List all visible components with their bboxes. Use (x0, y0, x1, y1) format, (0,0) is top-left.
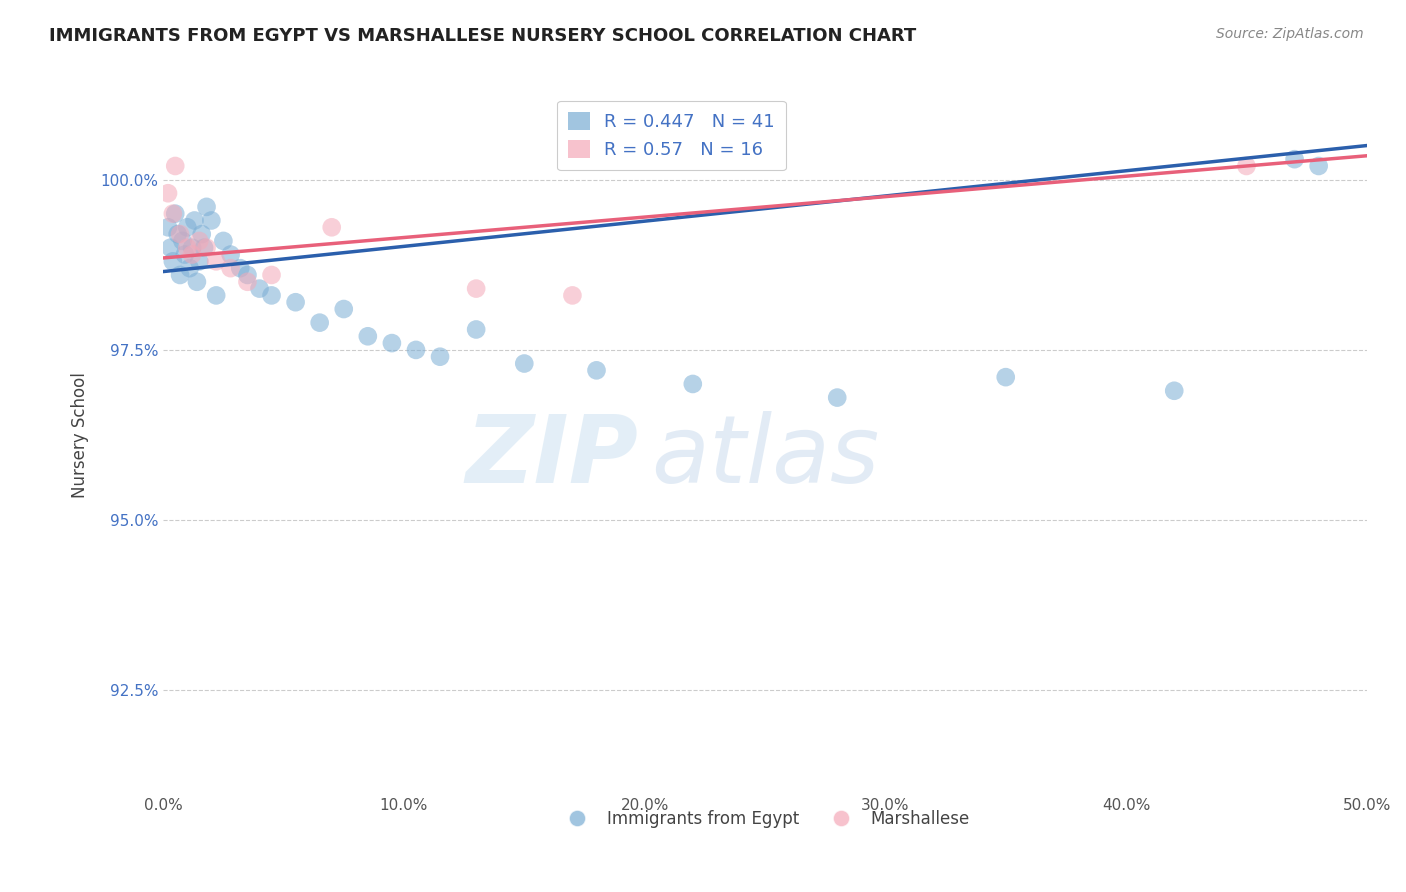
Point (405, 343, 427, 357)
Point (585, 363, 607, 377)
Point (166, 227, 188, 241)
Point (308, 316, 330, 330)
Point (183, 213, 205, 227)
Point (260, 268, 283, 282)
Point (190, 227, 212, 241)
Point (284, 295, 307, 310)
Point (176, 220, 198, 235)
Point (1308, 159, 1330, 173)
Point (193, 241, 215, 255)
Point (157, 186, 180, 201)
Point (1236, 159, 1258, 173)
Point (321, 220, 343, 235)
Text: ZIP: ZIP (465, 410, 638, 502)
Point (1163, 384, 1185, 398)
Point (465, 322, 488, 336)
Point (181, 247, 204, 261)
Point (561, 288, 583, 302)
Point (212, 234, 235, 248)
Point (205, 288, 228, 302)
Point (188, 254, 211, 268)
Text: Source: ZipAtlas.com: Source: ZipAtlas.com (1216, 27, 1364, 41)
Point (172, 234, 194, 248)
Point (173, 247, 195, 261)
Point (1284, 152, 1306, 166)
Point (219, 261, 242, 276)
Point (429, 350, 451, 364)
Point (236, 268, 259, 282)
Point (195, 241, 218, 255)
Point (219, 247, 242, 261)
Point (169, 268, 191, 282)
Point (176, 241, 198, 255)
Point (165, 159, 187, 173)
Point (200, 213, 222, 227)
Point (994, 370, 1017, 384)
Point (260, 288, 283, 302)
Point (682, 376, 704, 391)
Point (332, 301, 354, 316)
Point (188, 234, 211, 248)
Point (229, 261, 252, 276)
Point (195, 200, 218, 214)
Point (205, 254, 228, 268)
Text: atlas: atlas (651, 411, 879, 502)
Point (169, 227, 191, 241)
Point (465, 282, 488, 296)
Point (381, 336, 404, 351)
Point (825, 391, 848, 405)
Point (157, 220, 180, 235)
Point (179, 261, 201, 276)
Point (165, 207, 187, 221)
Point (357, 329, 380, 343)
Legend: Immigrants from Egypt, Marshallese: Immigrants from Egypt, Marshallese (554, 803, 977, 834)
Point (181, 241, 204, 255)
Y-axis label: Nursery School: Nursery School (72, 372, 89, 498)
Point (162, 254, 184, 268)
Point (159, 241, 181, 255)
Point (513, 357, 536, 371)
Point (186, 275, 208, 289)
Point (236, 275, 259, 289)
Text: IMMIGRANTS FROM EGYPT VS MARSHALLESE NURSERY SCHOOL CORRELATION CHART: IMMIGRANTS FROM EGYPT VS MARSHALLESE NUR… (49, 27, 917, 45)
Point (249, 282, 271, 296)
Point (162, 207, 184, 221)
